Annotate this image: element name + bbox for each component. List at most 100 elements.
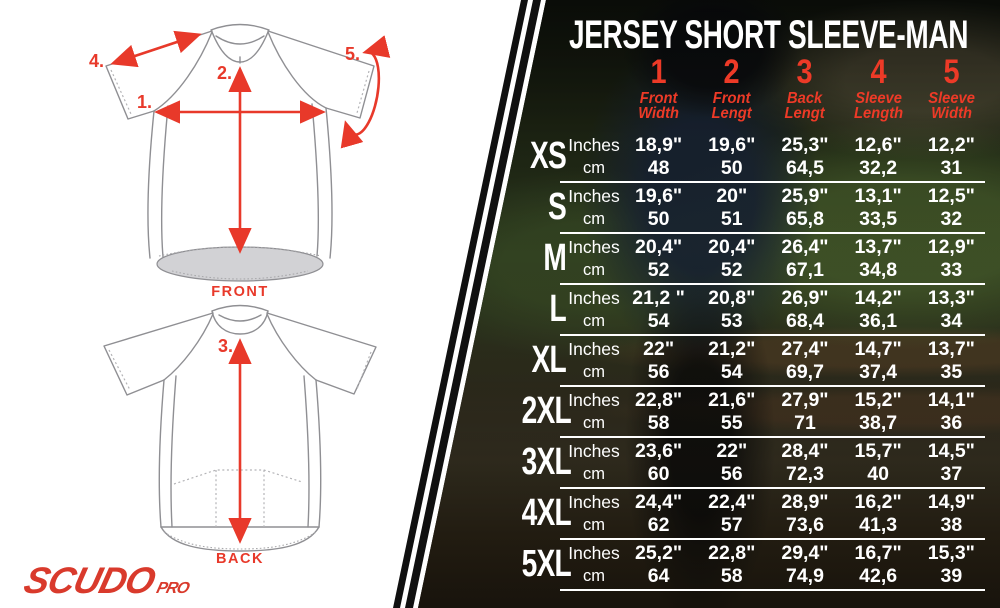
cm-value: 52 (647, 259, 670, 281)
inches-value: 13,1" (854, 185, 902, 207)
measurement-cell: 13,3" 34 (915, 285, 988, 336)
inches-value: 13,3" (927, 287, 975, 309)
inches-value: 12,2" (927, 134, 975, 156)
unit-inches-label: Inches (568, 237, 620, 257)
measurement-arrows (110, 30, 391, 544)
inches-value: 12,6" (854, 134, 902, 156)
cm-value: 32 (940, 208, 963, 230)
cm-value: 58 (720, 565, 743, 587)
unit-inches-label: Inches (568, 135, 620, 155)
inches-value: 14,2" (854, 287, 902, 309)
table-row: L Inches cm 21,2 " 54 20,8" 53 26,9" 68,4 14,2… (506, 285, 988, 336)
inches-value: 15,7" (854, 440, 902, 462)
measurement-cell: 20,4" 52 (695, 234, 768, 285)
cm-value: 34 (940, 310, 963, 332)
inches-value: 28,9" (781, 491, 829, 513)
measurement-cell: 13,7" 34,8 (842, 234, 915, 285)
column-number: 1 (650, 53, 667, 91)
cm-value: 64,5 (785, 157, 824, 179)
measurement-cell: 12,5" 32 (915, 183, 988, 234)
cm-value: 56 (720, 463, 743, 485)
cm-value: 51 (720, 208, 743, 230)
inches-value: 19,6" (708, 134, 756, 156)
unit-column: Inches cm (566, 234, 622, 285)
measurement-cell: 15,2" 38,7 (842, 387, 915, 438)
measurement-cell: 22,8" 58 (622, 387, 695, 438)
inches-value: 23,6" (634, 440, 683, 462)
measurement-cell: 20,4" 52 (622, 234, 695, 285)
unit-cm-label: cm (583, 567, 605, 585)
cm-value: 60 (647, 463, 670, 485)
cm-value: 41,3 (859, 514, 898, 536)
cm-value: 54 (647, 310, 670, 332)
inches-value: 18,9" (634, 134, 683, 156)
cm-value: 65,8 (785, 208, 824, 230)
page-title: JERSEY SHORT SLEEVE-MAN (569, 13, 969, 57)
cm-value: 62 (647, 514, 670, 536)
inches-value: 13,7" (854, 236, 902, 258)
unit-column: Inches cm (566, 336, 622, 387)
cm-value: 50 (720, 157, 743, 179)
measurement-cell: 14,1" 36 (915, 387, 988, 438)
unit-column: Inches cm (566, 285, 622, 336)
table-header: 1 Front Width 2 Front Lengt 3 Back Lengt… (506, 53, 988, 122)
inches-value: 14,1" (927, 389, 975, 411)
measurement-cell: 15,3" 39 (915, 540, 988, 591)
inches-value: 27,4" (781, 338, 829, 360)
back-caption: BACK (216, 551, 264, 567)
measurement-cell: 22" 56 (622, 336, 695, 387)
marker-5-label: 5. (345, 44, 360, 64)
measurement-cell: 27,9" 71 (768, 387, 841, 438)
measurement-cell: 16,2" 41,3 (842, 489, 915, 540)
unit-column: Inches cm (566, 183, 622, 234)
inches-value: 21,6" (708, 389, 756, 411)
unit-inches-label: Inches (568, 288, 620, 308)
unit-inches-label: Inches (568, 390, 620, 410)
cm-value: 42,6 (859, 565, 898, 587)
inches-value: 28,4" (781, 440, 829, 462)
inches-value: 27,9" (781, 389, 829, 411)
column-header: 3 Back Lengt (768, 55, 841, 122)
size-label: M (543, 237, 566, 279)
front-jersey-outline (105, 23, 375, 282)
inches-value: 25,9" (781, 185, 829, 207)
measurement-diagram: 1. 2. 4. 5. 3. FRONT BACK SCUDOPRO (20, 23, 391, 601)
measurement-cell: 27,4" 69,7 (768, 336, 841, 387)
inches-value: 26,9" (781, 287, 829, 309)
cm-value: 71 (794, 412, 816, 434)
inches-value: 25,3" (781, 134, 829, 156)
unit-cm-label: cm (583, 159, 605, 177)
column-label: Back Lengt (784, 90, 825, 122)
front-caption: FRONT (211, 284, 268, 300)
cm-value: 32,2 (859, 157, 898, 179)
inches-value: 14,9" (927, 491, 975, 513)
measurement-cell: 19,6" 50 (695, 132, 768, 183)
measurement-cell: 23,6" 60 (622, 438, 695, 489)
cm-value: 37,4 (859, 361, 898, 383)
cm-value: 56 (647, 361, 670, 383)
table-row: M Inches cm 20,4" 52 20,4" 52 26,4" 67,1 13,7"… (506, 234, 988, 285)
measurement-cell: 14,7" 37,4 (842, 336, 915, 387)
measurement-cell: 21,2 " 54 (622, 285, 695, 336)
cm-value: 55 (720, 412, 743, 434)
column-header: 4 Sleeve Length (842, 55, 915, 121)
measurement-cell: 21,6" 55 (695, 387, 768, 438)
unit-cm-label: cm (583, 261, 605, 279)
cm-value: 58 (647, 412, 670, 434)
cm-value: 54 (720, 361, 743, 383)
inches-value: 16,2" (854, 491, 902, 513)
cm-value: 74,9 (785, 565, 824, 587)
measurement-cell: 25,2" 64 (622, 540, 695, 591)
column-number: 2 (723, 53, 740, 91)
measurement-cell: 19,6" 50 (622, 183, 695, 234)
svg-text:SCUDOPRO: SCUDOPRO (20, 560, 197, 601)
measurement-cell: 13,7" 35 (915, 336, 988, 387)
cm-value: 31 (940, 157, 963, 179)
column-number: 5 (943, 53, 960, 91)
size-label: XS (529, 135, 567, 177)
marker-2-label: 2. (217, 63, 232, 83)
column-header: 1 Front Width (622, 53, 695, 121)
inches-value: 26,4" (781, 236, 829, 258)
unit-cm-label: cm (583, 363, 605, 381)
size-label: L (549, 288, 567, 330)
